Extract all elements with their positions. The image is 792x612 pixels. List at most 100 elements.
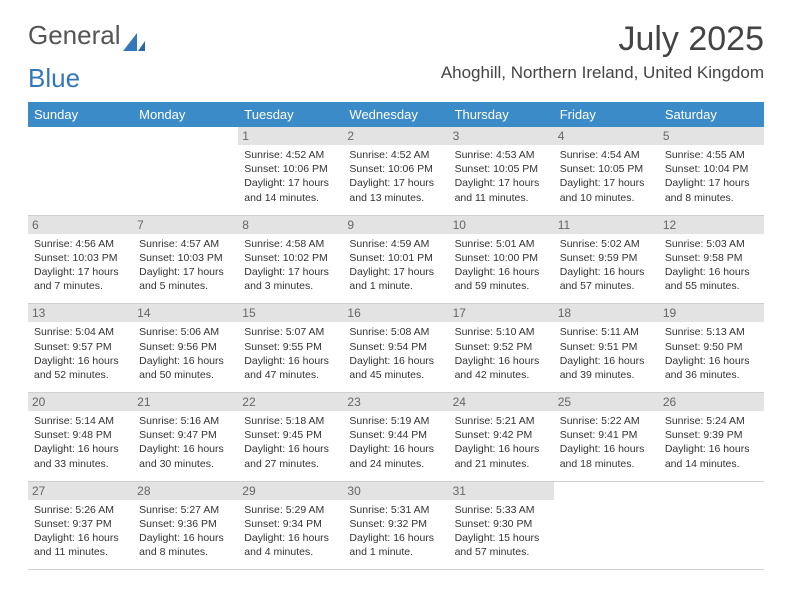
calendar-row: 13Sunrise: 5:04 AMSunset: 9:57 PMDayligh… — [28, 304, 764, 393]
sunset-text: Sunset: 9:42 PM — [455, 428, 548, 442]
col-monday: Monday — [133, 102, 238, 127]
daylight-text: Daylight: 17 hours and 13 minutes. — [349, 176, 442, 204]
sunset-text: Sunset: 9:37 PM — [34, 517, 127, 531]
sunset-text: Sunset: 9:57 PM — [34, 340, 127, 354]
sunrise-text: Sunrise: 5:11 AM — [560, 325, 653, 339]
calendar-cell: 1Sunrise: 4:52 AMSunset: 10:06 PMDayligh… — [238, 127, 343, 215]
daylight-text: Daylight: 16 hours and 27 minutes. — [244, 442, 337, 470]
day-details: Sunrise: 5:21 AMSunset: 9:42 PMDaylight:… — [455, 414, 548, 471]
sunrise-text: Sunrise: 4:52 AM — [244, 148, 337, 162]
calendar-cell: 31Sunrise: 5:33 AMSunset: 9:30 PMDayligh… — [449, 481, 554, 570]
day-details: Sunrise: 5:14 AMSunset: 9:48 PMDaylight:… — [34, 414, 127, 471]
day-number: 27 — [28, 482, 133, 500]
calendar-cell: 22Sunrise: 5:18 AMSunset: 9:45 PMDayligh… — [238, 393, 343, 482]
sunrise-text: Sunrise: 5:31 AM — [349, 503, 442, 517]
day-number: 15 — [238, 304, 343, 322]
sunrise-text: Sunrise: 5:22 AM — [560, 414, 653, 428]
daylight-text: Daylight: 16 hours and 55 minutes. — [665, 265, 758, 293]
sunrise-text: Sunrise: 5:29 AM — [244, 503, 337, 517]
day-number: 24 — [449, 393, 554, 411]
day-number: 26 — [659, 393, 764, 411]
day-number: 21 — [133, 393, 238, 411]
daylight-text: Daylight: 17 hours and 5 minutes. — [139, 265, 232, 293]
calendar-row: 6Sunrise: 4:56 AMSunset: 10:03 PMDayligh… — [28, 215, 764, 304]
day-number: 12 — [659, 216, 764, 234]
sunrise-text: Sunrise: 5:19 AM — [349, 414, 442, 428]
day-details: Sunrise: 5:02 AMSunset: 9:59 PMDaylight:… — [560, 237, 653, 294]
sunset-text: Sunset: 10:01 PM — [349, 251, 442, 265]
daylight-text: Daylight: 16 hours and 59 minutes. — [455, 265, 548, 293]
day-details: Sunrise: 5:03 AMSunset: 9:58 PMDaylight:… — [665, 237, 758, 294]
daylight-text: Daylight: 16 hours and 4 minutes. — [244, 531, 337, 559]
logo: General — [28, 20, 145, 51]
daylight-text: Daylight: 17 hours and 10 minutes. — [560, 176, 653, 204]
calendar-cell: 20 Sunrise: 5:14 AMSunset: 9:48 PMDayligh… — [28, 393, 133, 482]
sunrise-text: Sunrise: 4:54 AM — [560, 148, 653, 162]
daylight-text: Daylight: 16 hours and 1 minute. — [349, 531, 442, 559]
sunset-text: Sunset: 9:47 PM — [139, 428, 232, 442]
sunrise-text: Sunrise: 5:07 AM — [244, 325, 337, 339]
sunset-text: Sunset: 9:45 PM — [244, 428, 337, 442]
daylight-text: Daylight: 17 hours and 1 minute. — [349, 265, 442, 293]
calendar-cell: 7Sunrise: 4:57 AMSunset: 10:03 PMDayligh… — [133, 215, 238, 304]
sunset-text: Sunset: 10:06 PM — [349, 162, 442, 176]
col-wednesday: Wednesday — [343, 102, 448, 127]
calendar-cell — [28, 127, 133, 215]
day-details: Sunrise: 5:13 AMSunset: 9:50 PMDaylight:… — [665, 325, 758, 382]
sunset-text: Sunset: 9:55 PM — [244, 340, 337, 354]
day-number: 22 — [238, 393, 343, 411]
daylight-text: Daylight: 17 hours and 7 minutes. — [34, 265, 127, 293]
sunrise-text: Sunrise: 5:33 AM — [455, 503, 548, 517]
col-tuesday: Tuesday — [238, 102, 343, 127]
day-number: 20 — [28, 393, 133, 411]
day-details: Sunrise: 5:29 AMSunset: 9:34 PMDaylight:… — [244, 503, 337, 560]
calendar-cell: 3Sunrise: 4:53 AMSunset: 10:05 PMDayligh… — [449, 127, 554, 215]
day-details: Sunrise: 4:59 AMSunset: 10:01 PMDaylight… — [349, 237, 442, 294]
daylight-text: Daylight: 15 hours and 57 minutes. — [455, 531, 548, 559]
day-details: Sunrise: 5:24 AMSunset: 9:39 PMDaylight:… — [665, 414, 758, 471]
sunset-text: Sunset: 9:30 PM — [455, 517, 548, 531]
daylight-text: Daylight: 16 hours and 33 minutes. — [34, 442, 127, 470]
day-details: Sunrise: 5:22 AMSunset: 9:41 PMDaylight:… — [560, 414, 653, 471]
col-saturday: Saturday — [659, 102, 764, 127]
sunset-text: Sunset: 10:00 PM — [455, 251, 548, 265]
daylight-text: Daylight: 16 hours and 45 minutes. — [349, 354, 442, 382]
calendar-cell — [133, 127, 238, 215]
daylight-text: Daylight: 16 hours and 14 minutes. — [665, 442, 758, 470]
calendar-cell: 12 Sunrise: 5:03 AMSunset: 9:58 PMDayligh… — [659, 215, 764, 304]
col-friday: Friday — [554, 102, 659, 127]
sunrise-text: Sunrise: 5:26 AM — [34, 503, 127, 517]
calendar-cell: 9Sunrise: 4:59 AMSunset: 10:01 PMDayligh… — [343, 215, 448, 304]
daylight-text: Daylight: 16 hours and 18 minutes. — [560, 442, 653, 470]
daylight-text: Daylight: 16 hours and 36 minutes. — [665, 354, 758, 382]
daylight-text: Daylight: 16 hours and 21 minutes. — [455, 442, 548, 470]
calendar-cell: 6Sunrise: 4:56 AMSunset: 10:03 PMDayligh… — [28, 215, 133, 304]
day-number: 11 — [554, 216, 659, 234]
sunrise-text: Sunrise: 5:16 AM — [139, 414, 232, 428]
day-number: 1 — [238, 127, 343, 145]
daylight-text: Daylight: 16 hours and 24 minutes. — [349, 442, 442, 470]
sunset-text: Sunset: 9:41 PM — [560, 428, 653, 442]
calendar-cell: 17Sunrise: 5:10 AMSunset: 9:52 PMDayligh… — [449, 304, 554, 393]
sunrise-text: Sunrise: 4:52 AM — [349, 148, 442, 162]
sunrise-text: Sunrise: 5:03 AM — [665, 237, 758, 251]
sunset-text: Sunset: 9:59 PM — [560, 251, 653, 265]
day-details: Sunrise: 5:08 AMSunset: 9:54 PMDaylight:… — [349, 325, 442, 382]
day-number: 7 — [133, 216, 238, 234]
daylight-text: Daylight: 16 hours and 11 minutes. — [34, 531, 127, 559]
col-thursday: Thursday — [449, 102, 554, 127]
day-number: 16 — [343, 304, 448, 322]
sunrise-text: Sunrise: 5:10 AM — [455, 325, 548, 339]
sunrise-text: Sunrise: 5:04 AM — [34, 325, 127, 339]
day-details: Sunrise: 5:26 AMSunset: 9:37 PMDaylight:… — [34, 503, 127, 560]
calendar-cell: 2Sunrise: 4:52 AMSunset: 10:06 PMDayligh… — [343, 127, 448, 215]
sunrise-text: Sunrise: 5:13 AM — [665, 325, 758, 339]
calendar-cell — [659, 481, 764, 570]
calendar-cell: 30Sunrise: 5:31 AMSunset: 9:32 PMDayligh… — [343, 481, 448, 570]
calendar-cell: 10Sunrise: 5:01 AMSunset: 10:00 PMDaylig… — [449, 215, 554, 304]
day-number: 10 — [449, 216, 554, 234]
location-subtitle: Ahoghill, Northern Ireland, United Kingd… — [441, 63, 764, 83]
daylight-text: Daylight: 16 hours and 42 minutes. — [455, 354, 548, 382]
day-number: 30 — [343, 482, 448, 500]
day-number: 19 — [659, 304, 764, 322]
